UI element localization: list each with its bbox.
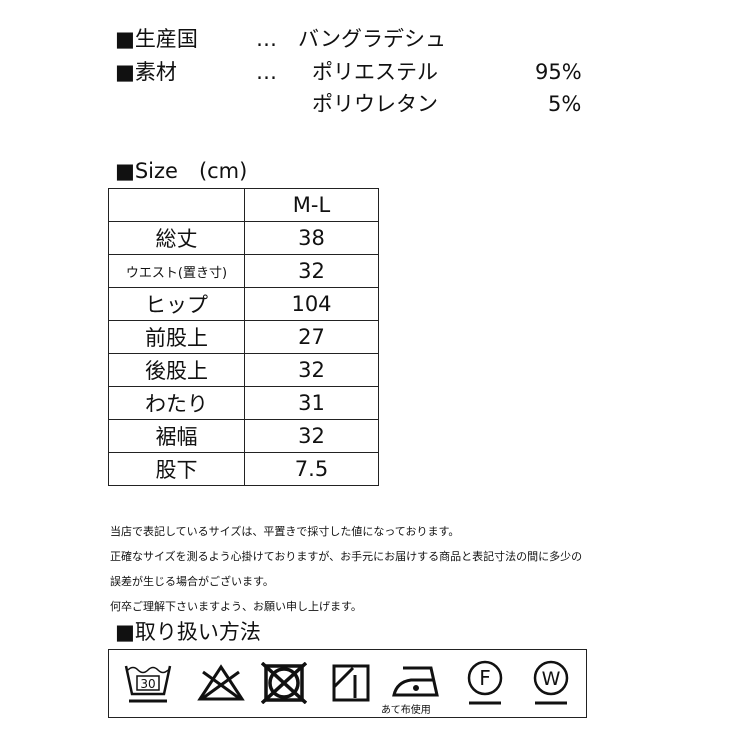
no-bleach-icon bbox=[197, 664, 245, 701]
care-title: ■取り扱い方法 bbox=[115, 620, 261, 644]
table-header-row: M-L bbox=[108, 188, 379, 222]
row-label: ヒップ bbox=[108, 287, 245, 321]
row-value: 104 bbox=[244, 287, 379, 321]
material-dots: … bbox=[256, 60, 277, 84]
table-row: わたり 31 bbox=[108, 386, 379, 420]
note-line: 何卒ご理解下さいますよう、お願い申し上げます。 bbox=[110, 600, 362, 613]
wet-clean-w-icon: W bbox=[533, 660, 569, 705]
row-label: わたり bbox=[108, 386, 245, 420]
no-tumble-dry-icon bbox=[261, 662, 307, 704]
row-label: 前股上 bbox=[108, 320, 245, 354]
dry-clean-f-icon: F bbox=[467, 660, 503, 705]
origin-value: バングラデシュ bbox=[298, 27, 447, 51]
row-value: 7.5 bbox=[244, 452, 379, 486]
row-value: 32 bbox=[244, 353, 379, 387]
size-table: M-L 総丈 38 ウエスト(置き寸) 32 ヒップ 104 前股上 27 後股上 32 … bbox=[108, 188, 379, 486]
care-symbols-box: 30 あて布使用 F W bbox=[108, 649, 587, 718]
origin-dots: … bbox=[256, 27, 277, 51]
svg-text:30: 30 bbox=[140, 677, 155, 691]
row-label: 後股上 bbox=[108, 353, 245, 387]
svg-text:F: F bbox=[479, 666, 491, 690]
wash-30-icon: 30 bbox=[124, 665, 172, 703]
table-row: 股下 7.5 bbox=[108, 452, 379, 486]
drip-dry-shade-icon bbox=[332, 664, 370, 702]
note-line: 誤差が生じる場合がございます。 bbox=[110, 575, 274, 588]
size-header: M-L bbox=[244, 188, 379, 222]
origin-label: ■生産国 bbox=[115, 27, 198, 51]
material-label: ■素材 bbox=[115, 60, 177, 84]
row-value: 38 bbox=[244, 221, 379, 255]
note-line: 正確なサイズを測るよう心掛けておりますが、お手元にお届けする商品と表記寸法の間に… bbox=[110, 550, 583, 563]
row-value: 31 bbox=[244, 386, 379, 420]
note-line: 当店で表記しているサイズは、平置きで採寸した値になっております。 bbox=[110, 525, 460, 538]
svg-text:W: W bbox=[542, 668, 561, 690]
table-row: 総丈 38 bbox=[108, 221, 379, 255]
row-label: 裾幅 bbox=[108, 419, 245, 453]
row-label: ウエスト(置き寸) bbox=[108, 254, 245, 288]
table-row: 後股上 32 bbox=[108, 353, 379, 387]
material-name: ポリウレタン bbox=[312, 92, 438, 116]
iron-note: あて布使用 bbox=[381, 705, 431, 716]
table-row: ウエスト(置き寸) 32 bbox=[108, 254, 379, 288]
table-row: ヒップ 104 bbox=[108, 287, 379, 321]
row-label: 総丈 bbox=[108, 221, 245, 255]
table-row: 前股上 27 bbox=[108, 320, 379, 354]
table-row: 裾幅 32 bbox=[108, 419, 379, 453]
row-value: 32 bbox=[244, 419, 379, 453]
row-label: 股下 bbox=[108, 452, 245, 486]
iron-low-icon bbox=[392, 666, 439, 697]
material-pct: 5% bbox=[548, 92, 582, 116]
size-title: ■Size (cm) bbox=[115, 159, 248, 183]
material-pct: 95% bbox=[535, 60, 582, 84]
row-value: 32 bbox=[244, 254, 379, 288]
row-value: 27 bbox=[244, 320, 379, 354]
material-name: ポリエステル bbox=[312, 60, 438, 84]
